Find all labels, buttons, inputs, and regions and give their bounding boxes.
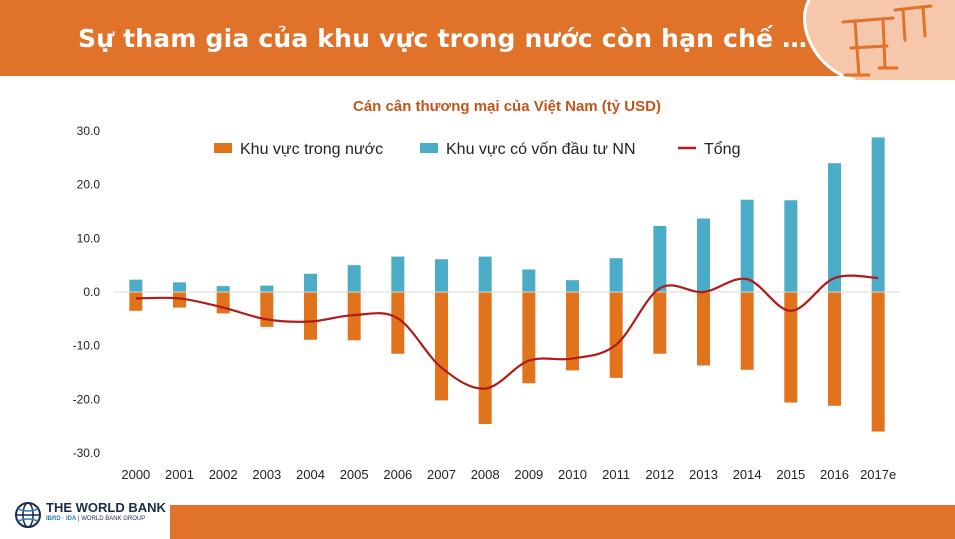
total-series [135, 274, 879, 390]
y-tick-label: 30.0 [77, 124, 101, 138]
hurdle-decoration-icon [803, 0, 955, 82]
bar-domestic [740, 292, 754, 370]
x-tick-label: 2007 [427, 467, 456, 482]
y-tick-label: -10.0 [73, 339, 101, 353]
x-tick-label: 2012 [645, 467, 674, 482]
x-tick-label: 2016 [820, 467, 849, 482]
footer-band [170, 505, 955, 539]
bar-foreign [522, 269, 536, 292]
bar-foreign [697, 218, 710, 292]
bar-foreign [740, 199, 754, 292]
bar-foreign [173, 282, 186, 292]
chart-legend: Khu vực trong nước Khu vực có vốn đầu tư… [214, 140, 740, 158]
world-bank-logo: THE WORLD BANK IBRD · IDA | WORLD BANK G… [12, 497, 172, 531]
bar-domestic [784, 292, 798, 403]
trade-balance-chart: Cán cân thương mại của Việt Nam (tỷ USD)… [73, 98, 900, 482]
legend-swatch-foreign [420, 143, 438, 153]
chart-title: Cán cân thương mại của Việt Nam (tỷ USD) [353, 98, 661, 115]
y-tick-label: 10.0 [77, 231, 101, 245]
legend-label-foreign: Khu vực có vốn đầu tư NN [446, 141, 636, 158]
bar-domestic [304, 292, 317, 340]
bar-foreign [653, 225, 667, 292]
x-tick-label: 2005 [340, 467, 369, 482]
bar-domestic [129, 292, 143, 311]
x-tick-label: 2011 [602, 467, 630, 482]
bar-domestic [435, 292, 448, 401]
x-tick-label: 2006 [383, 467, 412, 482]
x-tick-label: 2001 [165, 467, 194, 482]
header-banner: Sự tham gia của khu vực trong nước còn h… [0, 0, 955, 76]
bar-domestic [871, 292, 885, 432]
legend-label-domestic: Khu vực trong nước [240, 141, 383, 158]
x-tick-label: 2014 [733, 467, 762, 482]
bar-foreign [260, 285, 274, 292]
globe-icon [15, 502, 41, 528]
bar-domestic [391, 292, 405, 354]
bar-domestic [478, 292, 492, 425]
x-tick-label: 2003 [252, 467, 281, 482]
bar-foreign [216, 286, 230, 292]
y-tick-label: 0.0 [83, 285, 100, 299]
x-tick-label: 2015 [776, 467, 805, 482]
bar-domestic [828, 292, 841, 406]
bar-domestic [566, 292, 579, 371]
x-tick-label: 2002 [209, 467, 238, 482]
bar-foreign [435, 259, 448, 292]
x-tick-label: 2000 [121, 467, 150, 482]
bar-domestic [216, 292, 230, 314]
x-tick-label: 2013 [689, 467, 718, 482]
bar-domestic [697, 292, 710, 366]
logo-name: THE WORLD BANK [46, 500, 166, 515]
x-tick-label: 2009 [514, 467, 543, 482]
y-tick-label: -20.0 [73, 392, 101, 406]
x-tick-label: 2008 [471, 467, 500, 482]
x-tick-label: 2004 [296, 467, 325, 482]
bar-foreign [784, 200, 798, 292]
bar-domestic [609, 292, 623, 378]
legend-swatch-domestic [214, 143, 232, 153]
bar-foreign [609, 258, 623, 292]
bar-foreign [871, 137, 885, 292]
y-tick-label: -30.0 [73, 446, 101, 460]
x-axis: 2000 2001 2002 2003 2004 2005 2006 2007 2008 2009… [121, 467, 896, 482]
bar-domestic [653, 292, 667, 354]
logo-ibrd-ida: IBRD · IDA [46, 516, 77, 522]
bar-foreign [129, 279, 143, 292]
logo-subtitle: IBRD · IDA | WORLD BANK GROUP [46, 516, 146, 522]
bar-foreign [828, 163, 841, 292]
y-tick-label: 20.0 [77, 178, 101, 192]
bar-foreign [478, 256, 492, 292]
x-tick-label: 2010 [558, 467, 587, 482]
bars [129, 137, 885, 432]
x-tick-label: 2017e [860, 467, 896, 482]
bar-foreign [566, 280, 579, 292]
bar-domestic [260, 292, 274, 327]
logo-group: WORLD BANK GROUP [81, 516, 146, 522]
bar-foreign [347, 265, 361, 292]
bar-foreign [304, 273, 317, 292]
total-line-path [135, 274, 879, 390]
bar-domestic [173, 292, 186, 308]
bar-foreign [391, 256, 405, 292]
y-axis: 30.0 20.0 10.0 0.0 -10.0 -20.0 -30.0 [73, 124, 101, 460]
legend-label-total: Tổng [704, 140, 740, 158]
slide-title: Sự tham gia của khu vực trong nước còn h… [78, 24, 808, 53]
bar-domestic [522, 292, 536, 384]
